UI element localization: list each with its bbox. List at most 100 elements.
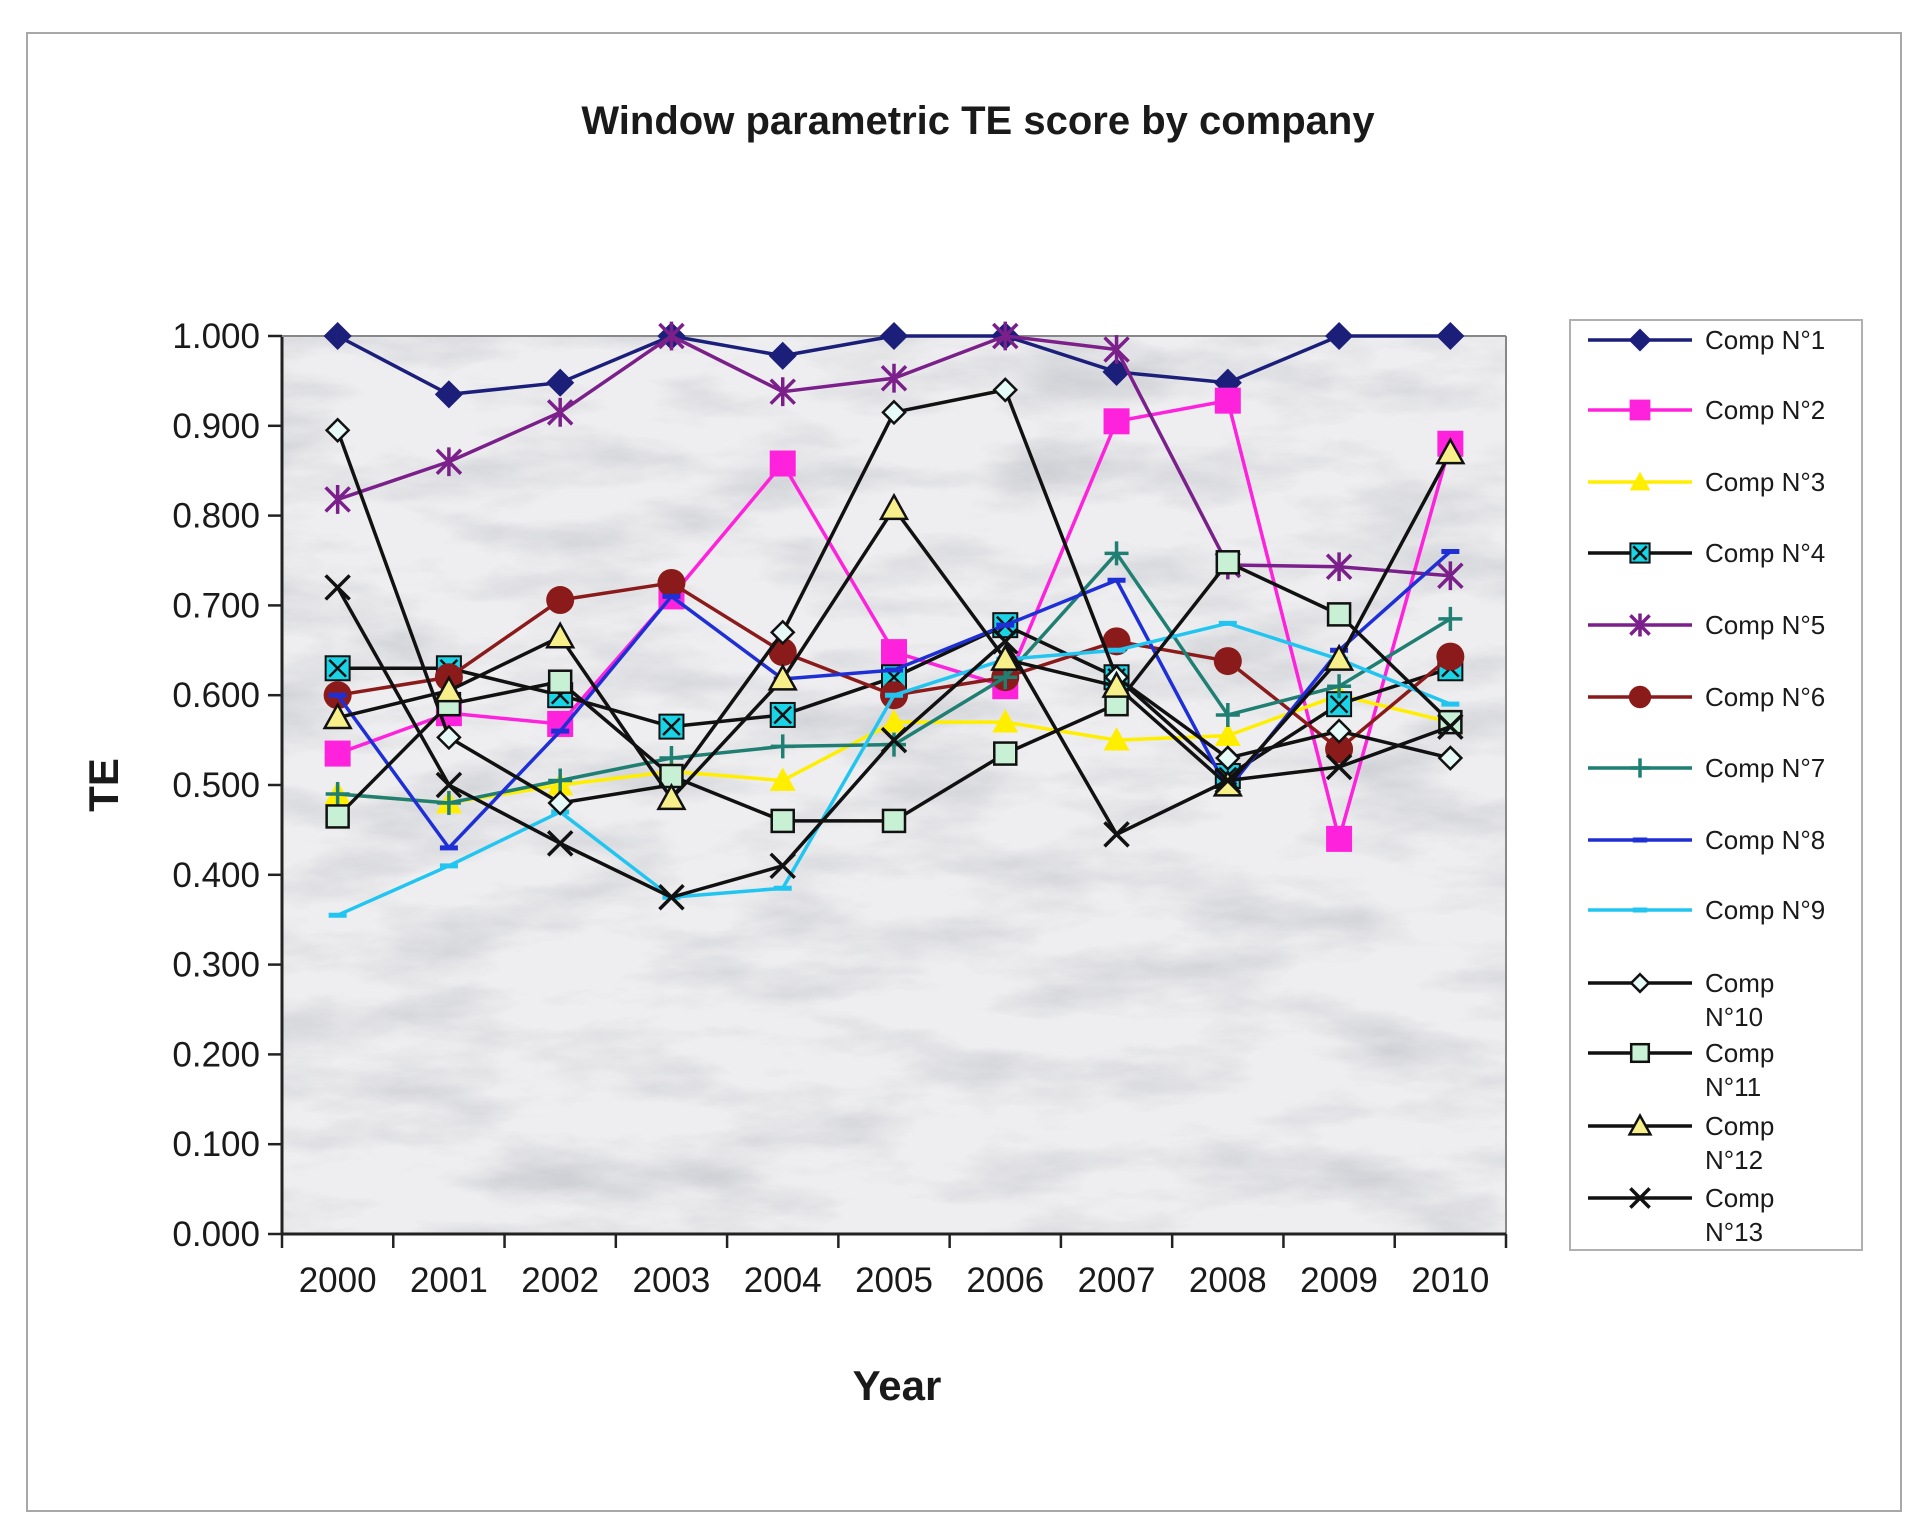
y-tick-label: 0.100 <box>172 1125 260 1164</box>
data-point <box>1436 321 1465 351</box>
data-point <box>1323 643 1355 671</box>
legend-marker <box>1629 972 1651 994</box>
x-tick-label: 2004 <box>744 1261 822 1300</box>
data-point <box>1103 727 1130 751</box>
x-tick-label: 2003 <box>633 1261 711 1300</box>
x-axis: 2000 2001 2002 2003 2004 2005 2006 2007 2008 2009… <box>280 1232 1508 1300</box>
legend-marker <box>1629 1042 1651 1064</box>
x-axis-label: Year <box>853 1362 942 1409</box>
data-point <box>548 768 573 793</box>
data-point <box>323 321 352 351</box>
data-point <box>1325 753 1353 781</box>
legend-label: Comp N°4 <box>1705 538 1825 568</box>
legend-item: Comp N°9 <box>1588 895 1825 925</box>
legend-item: Comp N°5 <box>1588 610 1825 640</box>
data-point <box>769 450 796 477</box>
data-point <box>324 417 351 444</box>
data-point <box>546 586 575 615</box>
data-point <box>990 643 1021 671</box>
data-point <box>1436 642 1465 671</box>
data-point <box>768 341 797 370</box>
data-point <box>436 790 461 815</box>
y-tick-label: 0.300 <box>172 946 260 985</box>
legend-label: Comp N°12 <box>1705 1111 1774 1175</box>
legend-item: Comp N°6 <box>1588 682 1825 712</box>
data-point <box>992 377 1019 403</box>
x-tick-label: 2002 <box>521 1261 599 1300</box>
data-point <box>547 669 573 694</box>
legend-marker <box>1629 471 1651 491</box>
legend-marker <box>1628 685 1652 709</box>
data-point <box>1214 387 1241 414</box>
y-tick-label: 0.700 <box>172 586 260 625</box>
data-point <box>769 767 796 791</box>
data-point <box>880 363 908 393</box>
y-tick-label: 0.900 <box>172 407 260 446</box>
data-point <box>881 639 907 666</box>
data-point <box>545 621 576 649</box>
legend-item: Comp N°7 <box>1588 753 1825 783</box>
y-tick-label: 0.500 <box>172 766 260 805</box>
data-point <box>657 568 686 597</box>
data-point <box>993 741 1018 766</box>
legend-item: Comp N°1 <box>1588 325 1825 355</box>
legend-label: Comp N°8 <box>1705 825 1825 855</box>
y-tick-label: 0.800 <box>172 497 260 536</box>
legend-marker <box>1629 613 1651 637</box>
data-point <box>1326 718 1352 744</box>
data-point <box>769 377 796 407</box>
data-point <box>1215 702 1240 727</box>
data-point <box>881 399 907 426</box>
data-point <box>324 485 351 514</box>
data-point <box>546 830 574 857</box>
plot-texture <box>282 336 1506 1234</box>
legend-marker <box>1629 1187 1651 1209</box>
plot-area <box>282 336 1506 1234</box>
data-point <box>1325 321 1354 351</box>
data-point <box>882 732 906 757</box>
legend-label: Comp N°2 <box>1705 395 1825 425</box>
legend-box <box>1569 319 1863 1251</box>
y-tick-label: 0.600 <box>172 676 260 715</box>
data-point <box>1214 722 1241 747</box>
data-point <box>881 808 907 834</box>
data-point <box>1103 821 1130 848</box>
legend-marker <box>1629 542 1651 564</box>
data-point <box>1437 745 1464 771</box>
data-point <box>992 628 1019 655</box>
series-layer <box>322 321 1466 918</box>
x-tick-label: 2009 <box>1300 1261 1378 1300</box>
x-tick-label: 2007 <box>1078 1261 1156 1300</box>
legend-label: Comp N°3 <box>1705 467 1825 497</box>
series-5 <box>324 321 1464 591</box>
data-point <box>658 321 685 351</box>
data-point <box>325 804 350 829</box>
x-tick-label: 2008 <box>1189 1261 1267 1300</box>
data-point <box>770 734 795 759</box>
x-tick-label: 2000 <box>299 1261 377 1300</box>
y-tick-label: 0.400 <box>172 856 260 895</box>
legend-marker <box>1628 328 1652 352</box>
data-point <box>325 781 350 806</box>
legend-item: Comp N°10 <box>1588 968 1774 1032</box>
data-point <box>324 740 351 767</box>
y-axis-label: TE <box>80 758 127 812</box>
y-tick-label: 0.000 <box>172 1215 260 1254</box>
legend-item: Comp N°2 <box>1588 395 1825 425</box>
data-point <box>769 852 796 880</box>
data-point <box>992 709 1019 733</box>
data-point <box>768 638 797 667</box>
data-point <box>1435 437 1466 465</box>
data-point <box>1325 735 1354 764</box>
x-tick-label: 2006 <box>966 1261 1044 1300</box>
data-point <box>1215 745 1241 771</box>
y-axis: 0.000 0.100 0.200 0.300 0.400 0.500 0.600 0.700… <box>172 317 1507 1254</box>
data-point <box>1214 767 1242 794</box>
data-point <box>881 709 907 733</box>
data-point <box>1437 561 1464 591</box>
chart-title: Window parametric TE score by company <box>581 99 1375 143</box>
legend-label: Comp N°9 <box>1705 895 1825 925</box>
legend: Comp N°1 Comp N°2 Comp N°3 Comp N°4 Comp N°5… <box>1569 319 1863 1251</box>
series-13 <box>324 574 1464 911</box>
legend-label: Comp N°13 <box>1705 1183 1774 1247</box>
